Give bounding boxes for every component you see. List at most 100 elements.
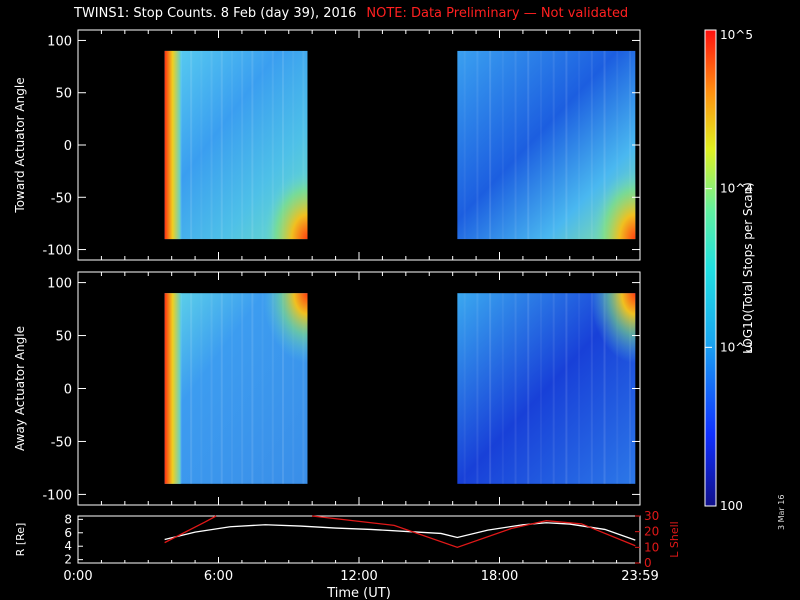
scan-stripe bbox=[200, 50, 203, 240]
right-y-axis-label: L Shell bbox=[668, 521, 681, 557]
dawn-edge-band bbox=[164, 293, 181, 484]
scan-stripe bbox=[190, 293, 193, 484]
y-tick-label: 0 bbox=[64, 139, 72, 154]
scan-stripe bbox=[527, 293, 530, 484]
x-tick-label: 23:59 bbox=[621, 569, 658, 584]
y-tick-label: 50 bbox=[55, 87, 72, 102]
right-y-tick-label: 10 bbox=[644, 540, 659, 554]
scan-stripe bbox=[292, 293, 295, 484]
colorbar-strip bbox=[704, 29, 717, 507]
scan-stripe bbox=[539, 293, 542, 484]
scan-stripe bbox=[616, 50, 619, 240]
scan-stripe bbox=[552, 50, 555, 240]
preliminary-note: NOTE: Data Preliminary — Not validated bbox=[366, 6, 629, 21]
y-axis-label: Toward Actuator Angle bbox=[13, 77, 27, 213]
scan-stripe bbox=[210, 293, 213, 484]
scan-stripe bbox=[501, 293, 504, 484]
y-tick-label: -100 bbox=[42, 488, 72, 503]
y-tick-label: 0 bbox=[64, 383, 72, 398]
scan-stripe bbox=[590, 50, 593, 240]
title-text: TWINS1: Stop Counts. 8 Feb (day 39), 201… bbox=[74, 6, 357, 21]
scan-stripe bbox=[565, 50, 568, 240]
scan-stripe bbox=[292, 50, 295, 240]
scan-stripe bbox=[271, 50, 274, 240]
y-tick-label: -50 bbox=[51, 191, 72, 206]
scan-stripe bbox=[476, 50, 479, 240]
scan-stripe bbox=[261, 50, 264, 240]
y-tick-label: 50 bbox=[55, 330, 72, 345]
scan-stripe bbox=[603, 50, 606, 240]
scan-stripe bbox=[578, 50, 581, 240]
colorbar-tick-label: 100 bbox=[720, 499, 743, 513]
dawn-edge-band bbox=[164, 50, 181, 240]
scan-stripe bbox=[261, 293, 264, 484]
side-date: 3 Mar 16 bbox=[777, 494, 786, 530]
scan-stripe bbox=[302, 50, 305, 240]
scan-stripe bbox=[241, 293, 244, 484]
scan-stripe bbox=[590, 293, 593, 484]
x-tick-label: 6:00 bbox=[204, 569, 233, 584]
scan-stripe bbox=[179, 50, 182, 240]
scan-stripe bbox=[476, 293, 479, 484]
scan-stripe bbox=[220, 50, 223, 240]
scan-stripe bbox=[565, 293, 568, 484]
colorbar-tick-label: 10^4 bbox=[720, 182, 753, 196]
right-y-tick-label: 20 bbox=[644, 525, 659, 539]
panel-1: 100 50 0 -50 -100 Toward Actuator Angle bbox=[13, 29, 641, 261]
left-y-axis-label: R [Re] bbox=[14, 523, 27, 557]
y-tick-label: -50 bbox=[51, 435, 72, 450]
lshell-line-1 bbox=[164, 515, 217, 544]
scan-stripe bbox=[539, 50, 542, 240]
hot-corner bbox=[590, 293, 636, 364]
scan-stripe bbox=[514, 50, 517, 240]
right-y-tick-label: 0 bbox=[644, 556, 652, 570]
scan-stripe bbox=[489, 50, 492, 240]
scan-stripe bbox=[463, 50, 466, 240]
scan-stripe bbox=[190, 50, 193, 240]
scan-stripe bbox=[514, 293, 517, 484]
scan-stripe bbox=[251, 50, 254, 240]
scan-stripe bbox=[527, 50, 530, 240]
scan-stripe bbox=[628, 50, 631, 240]
scan-stripe bbox=[281, 293, 284, 484]
scan-stripe bbox=[489, 293, 492, 484]
scan-stripe bbox=[210, 50, 213, 240]
scan-stripe bbox=[251, 293, 254, 484]
left-y-tick-label: 2 bbox=[64, 553, 72, 567]
panel-2: 100 50 0 -50 -100 Away Actuator Angle bbox=[13, 271, 641, 506]
scan-stripe bbox=[281, 50, 284, 240]
colorbar-tick-label: 10^3 bbox=[720, 340, 753, 354]
hot-corner bbox=[590, 169, 636, 240]
radius-line bbox=[164, 522, 636, 541]
x-axis-label: Time (UT) bbox=[326, 586, 391, 600]
y-tick-label: 100 bbox=[47, 34, 72, 49]
scan-stripe bbox=[241, 50, 244, 240]
y-tick-label: 100 bbox=[47, 277, 72, 292]
hot-corner bbox=[262, 293, 308, 364]
x-tick-label: 12:00 bbox=[340, 569, 377, 584]
scan-stripe bbox=[230, 293, 233, 484]
right-y-tick-label: 30 bbox=[644, 509, 659, 523]
scan-stripe bbox=[200, 293, 203, 484]
hot-corner bbox=[262, 169, 308, 240]
colorbar-label: LOG10(Total Stops per Scan) bbox=[741, 182, 755, 354]
scan-stripe bbox=[463, 293, 466, 484]
figure-title: TWINS1: Stop Counts. 8 Feb (day 39), 201… bbox=[74, 6, 628, 21]
left-y-tick-label: 6 bbox=[64, 526, 72, 540]
scan-stripe bbox=[628, 293, 631, 484]
left-y-tick-label: 8 bbox=[64, 512, 72, 526]
scan-stripe bbox=[220, 293, 223, 484]
scan-stripe bbox=[603, 293, 606, 484]
colorbar: 100 10^3 10^4 10^5 LOG10(Total Stops per Sc… bbox=[704, 28, 755, 513]
scan-stripe bbox=[302, 293, 305, 484]
left-y-tick-label: 4 bbox=[64, 539, 72, 553]
scan-stripe bbox=[271, 293, 274, 484]
scan-stripe bbox=[179, 293, 182, 484]
lshell-line-2 bbox=[312, 515, 636, 549]
scan-stripe bbox=[552, 293, 555, 484]
scan-stripe bbox=[501, 50, 504, 240]
y-axis-label: Away Actuator Angle bbox=[13, 326, 27, 451]
x-tick-label: 18:00 bbox=[481, 569, 518, 584]
